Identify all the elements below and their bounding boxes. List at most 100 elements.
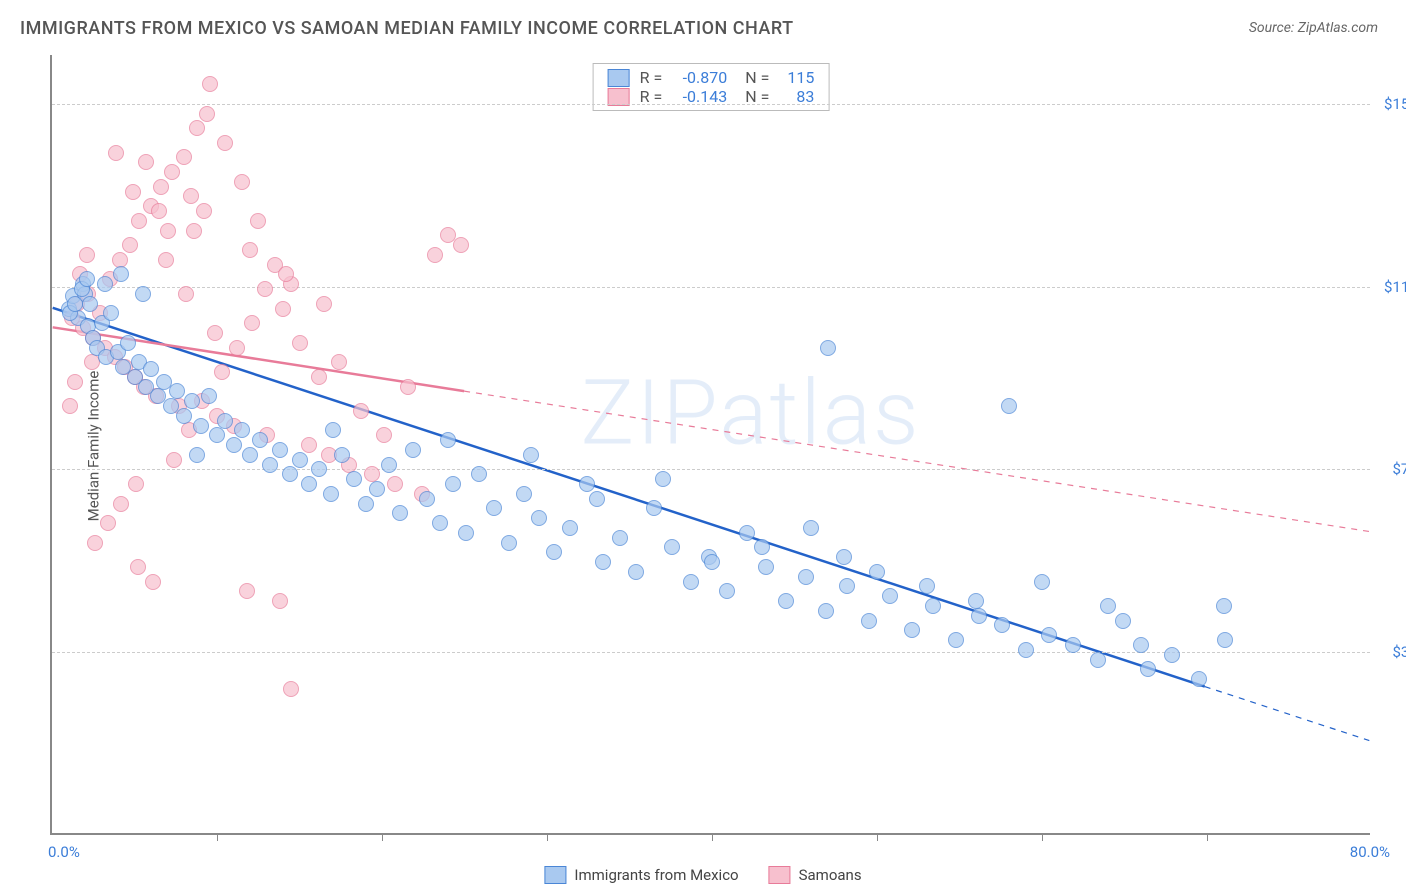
chart-title: IMMIGRANTS FROM MEXICO VS SAMOAN MEDIAN … xyxy=(20,18,794,39)
data-point-mexico xyxy=(646,500,662,516)
data-point-samoan xyxy=(131,213,147,229)
source-attribution: Source: ZipAtlas.com xyxy=(1249,20,1378,36)
regression-extrapolation-mexico xyxy=(1205,687,1370,741)
data-point-samoan xyxy=(217,135,233,151)
data-point-mexico xyxy=(701,549,717,565)
data-point-mexico xyxy=(61,301,77,317)
data-point-samoan xyxy=(189,120,205,136)
legend-item-samoan: Samoans xyxy=(769,866,862,884)
data-point-mexico xyxy=(201,388,217,404)
data-point-mexico xyxy=(882,588,898,604)
x-axis-min-label: 0.0% xyxy=(48,843,80,861)
data-point-mexico xyxy=(150,388,166,404)
data-point-samoan xyxy=(113,496,129,512)
data-point-mexico xyxy=(869,564,885,580)
regression-line-mexico xyxy=(53,308,1205,687)
data-point-mexico xyxy=(98,349,114,365)
gridline-h xyxy=(52,469,1370,470)
stat-n-label: N = xyxy=(745,68,769,87)
data-point-samoan xyxy=(250,213,266,229)
data-point-mexico xyxy=(346,471,362,487)
data-point-samoan xyxy=(244,315,260,331)
data-point-samoan xyxy=(199,106,215,122)
data-point-mexico xyxy=(739,525,755,541)
swatch-mexico xyxy=(608,69,630,87)
data-point-mexico xyxy=(242,447,258,463)
data-point-mexico xyxy=(516,486,532,502)
data-point-mexico xyxy=(77,286,93,302)
data-point-samoan xyxy=(153,179,169,195)
x-axis-max-label: 80.0% xyxy=(1350,843,1390,861)
data-point-samoan xyxy=(166,452,182,468)
data-point-samoan xyxy=(321,447,337,463)
data-point-mexico xyxy=(523,447,539,463)
data-point-samoan xyxy=(151,203,167,219)
data-point-mexico xyxy=(392,505,408,521)
data-point-mexico xyxy=(74,281,90,297)
data-point-mexico xyxy=(655,471,671,487)
data-point-mexico xyxy=(1216,598,1232,614)
stat-n-value: 115 xyxy=(779,68,814,87)
stat-r-value: -0.870 xyxy=(672,68,727,87)
data-point-mexico xyxy=(156,374,172,390)
data-point-samoan xyxy=(453,237,469,253)
data-point-samoan xyxy=(239,583,255,599)
data-point-samoan xyxy=(112,252,128,268)
data-point-samoan xyxy=(183,188,199,204)
data-point-mexico xyxy=(62,305,78,321)
data-point-samoan xyxy=(148,388,164,404)
y-tick-label: $112,500 xyxy=(1384,278,1406,296)
data-point-samoan xyxy=(164,164,180,180)
data-point-samoan xyxy=(100,515,116,531)
data-point-samoan xyxy=(67,374,83,390)
source-name: ZipAtlas.com xyxy=(1298,20,1378,36)
data-point-mexico xyxy=(778,593,794,609)
legend-item-mexico: Immigrants from Mexico xyxy=(544,866,738,884)
data-point-samoan xyxy=(202,76,218,92)
data-point-samoan xyxy=(207,325,223,341)
data-point-mexico xyxy=(445,476,461,492)
data-point-mexico xyxy=(252,432,268,448)
data-point-mexico xyxy=(683,574,699,590)
data-point-samoan xyxy=(283,681,299,697)
data-point-mexico xyxy=(546,544,562,560)
data-point-mexico xyxy=(612,530,628,546)
data-point-samoan xyxy=(138,154,154,170)
gridline-h xyxy=(52,652,1370,653)
data-point-mexico xyxy=(904,622,920,638)
data-point-samoan xyxy=(84,354,100,370)
data-point-samoan xyxy=(69,296,85,312)
data-point-samoan xyxy=(301,437,317,453)
data-point-mexico xyxy=(664,539,680,555)
data-point-samoan xyxy=(292,335,308,351)
data-point-mexico xyxy=(1164,647,1180,663)
data-point-mexico xyxy=(217,413,233,429)
x-tick xyxy=(712,833,713,841)
regression-line-samoan xyxy=(53,327,464,391)
data-point-samoan xyxy=(209,408,225,424)
data-point-samoan xyxy=(275,301,291,317)
data-point-samoan xyxy=(143,198,159,214)
data-point-samoan xyxy=(158,252,174,268)
data-point-samoan xyxy=(257,281,273,297)
data-point-mexico xyxy=(562,520,578,536)
data-point-mexico xyxy=(839,578,855,594)
y-tick-label: $150,000 xyxy=(1384,95,1406,113)
data-point-mexico xyxy=(1100,598,1116,614)
data-point-samoan xyxy=(62,398,78,414)
data-point-mexico xyxy=(334,447,350,463)
x-tick xyxy=(217,833,218,841)
data-point-samoan xyxy=(72,266,88,282)
data-point-mexico xyxy=(818,603,834,619)
data-point-mexico xyxy=(861,613,877,629)
data-point-samoan xyxy=(214,364,230,380)
data-point-mexico xyxy=(919,578,935,594)
data-point-mexico xyxy=(994,617,1010,633)
data-point-samoan xyxy=(125,184,141,200)
data-point-mexico xyxy=(486,500,502,516)
data-point-samoan xyxy=(427,247,443,263)
data-point-mexico xyxy=(1217,632,1233,648)
data-point-samoan xyxy=(145,574,161,590)
data-point-samoan xyxy=(311,369,327,385)
data-point-samoan xyxy=(92,305,108,321)
